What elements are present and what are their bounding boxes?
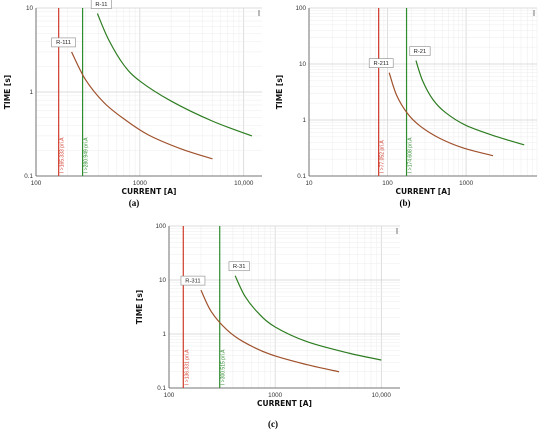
series-line-r-11 bbox=[96, 13, 253, 137]
panel-caption: (b) bbox=[400, 198, 411, 208]
series-label-box bbox=[228, 261, 250, 272]
series-label: R-31 bbox=[233, 264, 246, 270]
x-tick-label: 10 bbox=[305, 180, 313, 187]
pickup-label-1: I >165.333 pri.A bbox=[60, 137, 66, 173]
y-tick-label: 1 bbox=[162, 331, 166, 338]
x-axis-label: CURRENT [A] bbox=[122, 187, 177, 196]
plot-area bbox=[309, 8, 537, 176]
pickup-label-2: I >280.949 pri.A bbox=[84, 137, 90, 173]
y-axis-label: TIME [s] bbox=[3, 75, 12, 109]
x-tick-label: 100 bbox=[31, 180, 42, 187]
panel-caption: (c) bbox=[268, 419, 278, 429]
x-axis-label: CURRENT [A] bbox=[396, 187, 451, 196]
x-axis-label: CURRENT [A] bbox=[257, 399, 312, 408]
series-label: R-111 bbox=[56, 40, 71, 46]
x-tick-label: 100 bbox=[382, 180, 393, 187]
y-tick-label: 1 bbox=[29, 89, 33, 96]
series-line-r-211 bbox=[388, 72, 494, 157]
y-tick-label: 0.1 bbox=[157, 385, 166, 392]
x-tick-label: 100 bbox=[164, 392, 175, 399]
y-tick-label: 10 bbox=[159, 277, 167, 284]
panel-1: 100 1000 10,000 0.1 1 10 CURRENT [A] TIME [s] I … bbox=[3, 0, 262, 208]
y-tick-label: 0.1 bbox=[24, 173, 33, 180]
y-tick-label: 0.1 bbox=[297, 173, 306, 180]
series-line-r-21 bbox=[415, 60, 525, 146]
series-line-r-111 bbox=[71, 51, 213, 160]
series-label: R-311 bbox=[185, 278, 200, 284]
x-tick-label: 1000 bbox=[268, 392, 283, 399]
series-label-box bbox=[51, 37, 76, 48]
x-tick-label: 10,000 bbox=[234, 180, 254, 187]
series-label-box bbox=[368, 58, 394, 68]
pickup-label-1: I >77.052 pri.A bbox=[380, 140, 386, 173]
y-tick-label: 10 bbox=[299, 61, 307, 68]
series-label: R-11 bbox=[95, 2, 107, 8]
y-tick-label: 100 bbox=[155, 223, 166, 230]
panel-3: 100 1000 10,000 0.1 1 10 100 CURRENT [A] TIME [s… bbox=[135, 223, 400, 429]
panel-caption: (a) bbox=[129, 198, 140, 208]
plot-area bbox=[169, 226, 400, 388]
x-tick-label: 1000 bbox=[133, 180, 148, 187]
pickup-label-2: I >300.515 pri.A bbox=[221, 349, 227, 385]
pickup-label-2: I >174.608 pri.A bbox=[408, 137, 414, 173]
grid bbox=[35, 7, 262, 177]
series-line-r-31 bbox=[234, 275, 382, 361]
x-tick-label: 10,000 bbox=[372, 392, 392, 399]
series-line-r-311 bbox=[200, 289, 340, 373]
y-axis-label: TIME [s] bbox=[275, 75, 284, 109]
grid bbox=[168, 225, 400, 389]
series-label-box bbox=[409, 46, 431, 56]
series-label: R-211 bbox=[374, 61, 389, 67]
y-tick-label: 10 bbox=[26, 5, 34, 12]
series-label-box bbox=[90, 0, 112, 9]
y-axis-label: TIME [s] bbox=[135, 290, 144, 324]
series-label-box bbox=[180, 275, 206, 286]
pickup-label-1: I >136.331 pri.A bbox=[184, 349, 190, 385]
y-tick-label: 100 bbox=[295, 5, 306, 12]
x-tick-label: 1000 bbox=[459, 180, 474, 187]
series-label: R-21 bbox=[414, 49, 427, 55]
y-tick-label: 1 bbox=[302, 117, 306, 124]
